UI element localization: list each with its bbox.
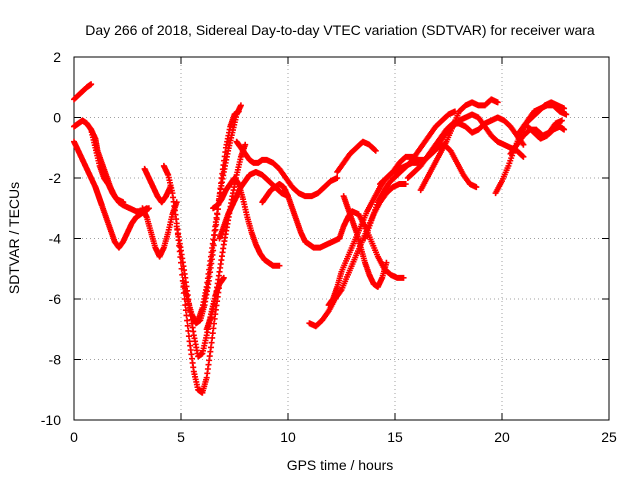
data-point-markers	[203, 141, 249, 333]
series-pass-13	[216, 168, 291, 242]
series-pass-5	[139, 199, 180, 260]
y-tick-label: -8	[49, 352, 62, 368]
x-tick-labels: 0 5 10 15 20 25	[70, 429, 617, 445]
series-pass-15	[259, 181, 343, 251]
series-pass-11	[203, 141, 249, 333]
x-tick-label: 15	[387, 429, 403, 445]
y-tick-label: -6	[49, 291, 62, 307]
data-point-markers	[71, 81, 95, 103]
data-point-markers	[340, 193, 390, 290]
data-point-markers	[516, 99, 568, 136]
data-point-markers	[195, 102, 244, 324]
data-point-markers	[88, 126, 127, 206]
series-pass-2	[71, 138, 152, 251]
series-pass-19	[334, 138, 379, 175]
y-tick-label: 2	[53, 49, 61, 65]
x-tick-label: 25	[601, 429, 617, 445]
data-point-markers	[139, 199, 180, 260]
data-point-markers	[71, 138, 152, 251]
series-pass-10	[195, 102, 244, 324]
x-tick-label: 10	[280, 429, 296, 445]
data-point-markers	[233, 138, 341, 200]
y-tick-label: -2	[49, 170, 62, 186]
y-tick-label: 0	[53, 110, 61, 126]
series-pass-4	[88, 126, 127, 206]
series-pass-20	[340, 193, 390, 290]
series-pass-28	[516, 99, 568, 136]
data-point-markers	[334, 138, 379, 175]
series-pass-21	[362, 108, 458, 242]
x-axis-label: GPS time / hours	[287, 457, 394, 473]
series-pass-14	[233, 138, 341, 200]
y-tick-label: -10	[41, 412, 61, 428]
data-point-markers	[362, 108, 458, 242]
y-tick-label: -4	[49, 231, 62, 247]
chart-title: Day 266 of 2018, Sidereal Day-to-day VTE…	[85, 22, 595, 38]
data-series	[71, 81, 570, 396]
data-point-markers	[160, 162, 223, 396]
series-pass-6	[141, 165, 174, 206]
series-pass-7	[160, 162, 223, 396]
y-tick-labels: 2 0 -2 -4 -6 -8 -10	[41, 49, 61, 428]
series-pass-1	[71, 81, 95, 103]
series-pass-12	[210, 175, 283, 269]
data-point-markers	[259, 181, 343, 251]
data-point-markers	[524, 123, 568, 142]
data-point-markers	[141, 165, 174, 206]
x-tick-label: 5	[177, 429, 185, 445]
series-pass-29	[524, 123, 568, 142]
axis-ticks	[73, 56, 610, 421]
x-tick-label: 0	[70, 429, 78, 445]
x-tick-label: 20	[494, 429, 510, 445]
y-axis-label: SDTVAR / TECUs	[6, 182, 22, 294]
data-point-markers	[216, 168, 291, 242]
data-point-markers	[210, 175, 283, 269]
